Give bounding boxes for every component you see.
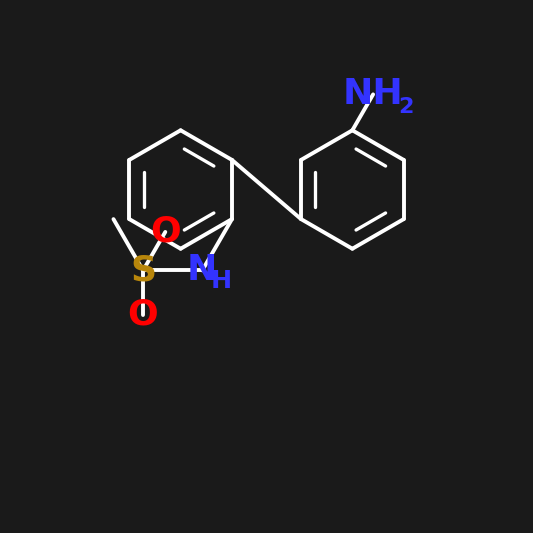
Text: H: H [211, 269, 232, 293]
Text: N: N [187, 253, 217, 287]
Text: NH: NH [343, 77, 403, 111]
Text: 2: 2 [398, 98, 414, 117]
Text: O: O [128, 298, 158, 332]
Text: O: O [150, 215, 181, 249]
Text: S: S [130, 253, 156, 287]
